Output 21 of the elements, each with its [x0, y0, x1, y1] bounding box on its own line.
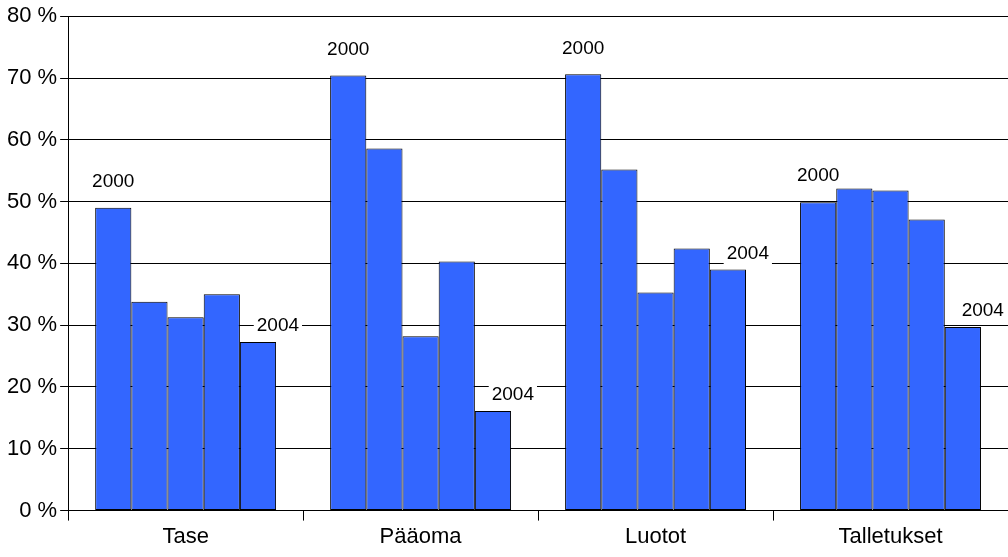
annotation: 2004 — [256, 314, 300, 336]
x-tick-label: Luotot — [624, 522, 687, 548]
y-tick-label: 40 % — [6, 249, 58, 275]
y-tick-label: 80 % — [6, 2, 58, 28]
annotation: 2004 — [491, 383, 535, 405]
y-tick-label: 50 % — [6, 187, 58, 213]
y-tick-label: 10 % — [6, 434, 58, 460]
x-tick-label: Pääoma — [379, 522, 463, 548]
annotation: 2000 — [92, 170, 135, 192]
annotation: 2000 — [562, 36, 605, 58]
annotation: 2004 — [726, 241, 770, 263]
y-tick-label: 20 % — [6, 373, 58, 399]
y-tick-label: 30 % — [6, 311, 58, 337]
annotation: 2000 — [327, 37, 370, 59]
annotation: 2004 — [961, 299, 1005, 321]
x-tick-label: Tase — [162, 522, 209, 548]
y-tick-label: 0 % — [19, 496, 58, 522]
y-tick-label: 60 % — [6, 125, 58, 151]
y-tick-label: 70 % — [6, 64, 58, 90]
x-tick-label: Talletukset — [838, 522, 943, 548]
annotation: 2000 — [797, 164, 840, 186]
